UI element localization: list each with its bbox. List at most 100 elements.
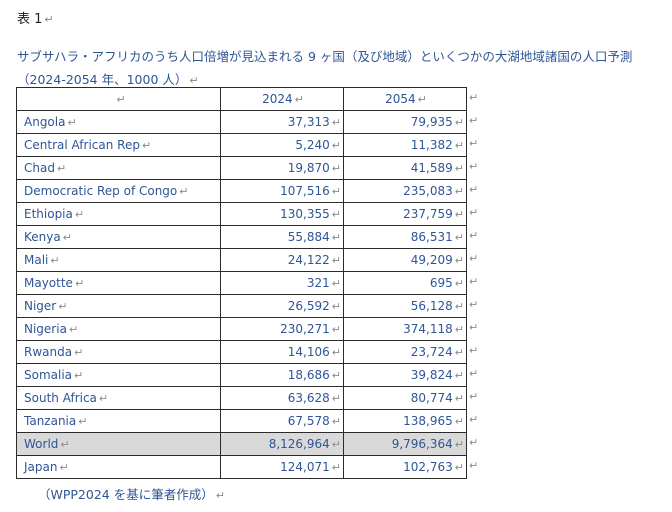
cell-mark-icon: ↵ [331, 208, 341, 221]
row-end-mark-icon: ↵ [469, 229, 479, 242]
value-2024-cell: 14,106 ↵ [220, 340, 344, 364]
row-end-mark-icon: ↵ [469, 436, 479, 449]
row-end-mark-icon: ↵ [469, 321, 479, 334]
value-2054-cell: 79,935 ↵ [343, 110, 467, 134]
value-2054-cell: 9,796,364 ↵ [343, 432, 467, 456]
cell-mark-icon: ↵ [60, 438, 70, 451]
value-2024-cell: 37,313 ↵ [220, 110, 344, 134]
row-end-mark-icon: ↵ [469, 413, 479, 426]
value-2024-cell: 18,686 ↵ [220, 363, 344, 387]
cell-mark-icon: ↵ [50, 254, 60, 267]
table-row: Rwanda ↵ 14,106 ↵ 23,724 ↵ [16, 340, 467, 364]
cell-mark-icon: ↵ [331, 116, 341, 129]
value-2024-cell: 230,271 ↵ [220, 317, 344, 341]
value-2054-cell: 102,763 ↵ [343, 455, 467, 479]
value-2054-cell: 374,118 ↵ [343, 317, 467, 341]
cell-mark-icon: ↵ [454, 415, 464, 428]
cell-mark-icon: ↵ [116, 93, 126, 106]
value-2054-cell: 80,774 ↵ [343, 386, 467, 410]
cell-mark-icon: ↵ [454, 185, 464, 198]
cell-mark-icon: ↵ [454, 392, 464, 405]
cell-mark-icon: ↵ [454, 323, 464, 336]
row-end-mark-icon: ↵ [469, 275, 479, 288]
country-cell: Ethiopia ↵ [16, 202, 221, 226]
table-row: Ethiopia ↵ 130,355 ↵ 237,759 ↵ [16, 202, 467, 226]
cell-mark-icon: ↵ [74, 208, 85, 221]
cell-mark-icon: ↵ [74, 346, 84, 359]
cell-mark-icon: ↵ [454, 116, 464, 129]
cell-mark-icon: ↵ [331, 162, 341, 175]
country-cell: Democratic Rep of Congo ↵ [16, 179, 221, 203]
row-end-mark-icon: ↵ [469, 252, 479, 265]
cell-mark-icon: ↵ [62, 231, 72, 244]
cell-mark-icon: ↵ [454, 346, 464, 359]
population-table: ↵ 2024 ↵ 2054 ↵ Angola ↵ 37,313 ↵ 79,935 ↵ Centr… [16, 87, 467, 479]
cell-mark-icon: ↵ [331, 438, 341, 451]
cell-mark-icon: ↵ [68, 323, 79, 336]
table-row: Japan ↵ 124,071 ↵ 102,763 ↵ [16, 455, 467, 479]
cell-mark-icon: ↵ [454, 231, 464, 244]
cell-mark-icon: ↵ [331, 254, 341, 267]
value-2054-cell: 41,589 ↵ [343, 156, 467, 180]
country-cell: Somalia ↵ [16, 363, 221, 387]
table-label: 表 1 ↵ [17, 12, 54, 27]
value-2024-cell: 26,592 ↵ [220, 294, 344, 318]
value-2024-cell: 124,071 ↵ [220, 455, 344, 479]
value-2024-cell: 107,516 ↵ [220, 179, 344, 203]
table-row: Niger ↵ 26,592 ↵ 56,128 ↵ [16, 294, 467, 318]
country-cell: Mali ↵ [16, 248, 221, 272]
cell-mark-icon: ↵ [454, 208, 464, 221]
cell-mark-icon: ↵ [331, 139, 341, 152]
value-2054-cell: 49,209 ↵ [343, 248, 467, 272]
row-end-mark-icon: ↵ [469, 459, 479, 472]
row-end-mark-icon: ↵ [469, 344, 479, 357]
cell-mark-icon: ↵ [331, 392, 341, 405]
cell-mark-icon: ↵ [67, 116, 77, 129]
country-cell: Kenya ↵ [16, 225, 221, 249]
paragraph-mark-icon: ↵ [215, 489, 225, 502]
value-2024-cell: 67,578 ↵ [220, 409, 344, 433]
value-2024-cell: 5,240 ↵ [220, 133, 344, 157]
cell-mark-icon: ↵ [454, 162, 464, 175]
cell-mark-icon: ↵ [56, 162, 67, 175]
cell-mark-icon: ↵ [454, 300, 464, 313]
cell-mark-icon: ↵ [454, 369, 464, 382]
value-2054-cell: 237,759 ↵ [343, 202, 467, 226]
country-cell: Tanzania ↵ [16, 409, 221, 433]
header-cell-2024: 2024 ↵ [220, 87, 344, 111]
header-cell-2054: 2054 ↵ [343, 87, 467, 111]
row-end-mark-icon: ↵ [469, 160, 479, 173]
country-cell: Japan ↵ [16, 455, 221, 479]
table-row: Chad ↵ 19,870 ↵ 41,589 ↵ [16, 156, 467, 180]
table-caption: サブサハラ・アフリカのうち人口倍増が見込まれる 9 ヶ国（及び地域）といくつかの… [17, 49, 633, 87]
value-2054-cell: 39,824 ↵ [343, 363, 467, 387]
country-cell: Nigeria ↵ [16, 317, 221, 341]
value-2024-cell: 55,884 ↵ [220, 225, 344, 249]
cell-mark-icon: ↵ [98, 392, 109, 405]
cell-mark-icon: ↵ [331, 300, 341, 313]
value-2054-cell: 138,965 ↵ [343, 409, 467, 433]
cell-mark-icon: ↵ [78, 415, 88, 428]
table-row: Kenya ↵ 55,884 ↵ 86,531 ↵ [16, 225, 467, 249]
table-row: World ↵ 8,126,964 ↵ 9,796,364 ↵ [16, 432, 467, 456]
value-2054-cell: 11,382 ↵ [343, 133, 467, 157]
table-row: Democratic Rep of Congo ↵ 107,516 ↵ 235,083 ↵ [16, 179, 467, 203]
country-cell: Angola ↵ [16, 110, 221, 134]
country-cell: Mayotte ↵ [16, 271, 221, 295]
value-2024-cell: 24,122 ↵ [220, 248, 344, 272]
paragraph-mark-icon: ↵ [189, 74, 199, 87]
row-end-mark-icon: ↵ [469, 298, 479, 311]
table-row: South Africa ↵ 63,628 ↵ 80,774 ↵ [16, 386, 467, 410]
cell-mark-icon: ↵ [454, 461, 464, 474]
cell-mark-icon: ↵ [74, 369, 84, 382]
cell-mark-icon: ↵ [417, 93, 427, 106]
table-row: Tanzania ↵ 67,578 ↵ 138,965 ↵ [16, 409, 467, 433]
row-end-mark-icon: ↵ [469, 206, 479, 219]
cell-mark-icon: ↵ [331, 369, 341, 382]
paragraph-mark-icon: ↵ [44, 13, 54, 26]
cell-mark-icon: ↵ [294, 93, 304, 106]
value-2024-cell: 130,355 ↵ [220, 202, 344, 226]
cell-mark-icon: ↵ [74, 277, 85, 290]
row-end-mark-icon: ↵ [469, 91, 479, 104]
value-2024-cell: 19,870 ↵ [220, 156, 344, 180]
